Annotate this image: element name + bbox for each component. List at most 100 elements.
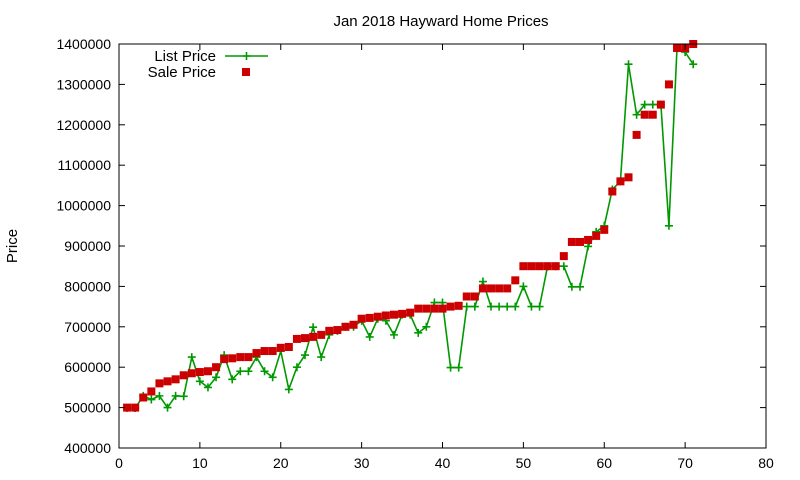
y-tick-label: 1300000: [56, 76, 111, 92]
list-price-point: [309, 323, 318, 332]
list-price-point: [236, 367, 245, 376]
list-price-point: [664, 221, 673, 230]
sale-price-point: [179, 371, 188, 380]
y-tick-label: 700000: [64, 319, 111, 335]
legend-marker-list-price: [242, 52, 251, 60]
list-price-point: [503, 302, 512, 311]
y-tick-label: 1100000: [58, 157, 112, 173]
sale-price-point: [503, 284, 512, 293]
sale-price-point: [365, 313, 374, 322]
list-price-point: [575, 282, 584, 291]
sale-price-point: [349, 320, 358, 329]
sale-price-point: [228, 354, 237, 363]
sale-price-point: [131, 403, 140, 412]
sale-price-point: [527, 262, 536, 271]
list-price-point: [228, 375, 237, 384]
sale-price-point: [656, 100, 665, 109]
y-tick-label: 800000: [64, 278, 111, 294]
sale-price-point: [559, 252, 568, 261]
y-tick-label: 400000: [64, 440, 111, 456]
list-price-point: [632, 110, 641, 119]
sale-price-point: [592, 231, 601, 240]
legend-label-list-price: List Price: [154, 48, 216, 65]
x-tick-label: 70: [677, 455, 693, 471]
sale-price-point: [341, 322, 350, 331]
list-price-point: [511, 302, 520, 311]
sale-price-point: [123, 403, 132, 412]
legend-swatch-sale-price: [242, 68, 250, 76]
sale-price-point: [495, 284, 504, 293]
x-tick-label: 80: [758, 455, 774, 471]
list-price-point: [155, 391, 164, 400]
x-tick-label: 30: [354, 455, 370, 471]
list-price-point: [470, 302, 479, 311]
sale-price-point: [535, 262, 544, 271]
list-price-point: [487, 302, 496, 311]
y-tick-label: 1000000: [56, 198, 111, 214]
sale-price-point: [333, 326, 342, 335]
sale-price-point: [422, 304, 431, 313]
axes: 0 10 20 30 40 50 60 70 80 400000 500000 600000 70000…: [56, 36, 774, 471]
sale-price-point: [584, 235, 593, 244]
sale-price-point: [632, 130, 641, 139]
sale-price-point: [673, 44, 682, 53]
sale-price-point: [292, 334, 301, 343]
list-price-point: [462, 302, 471, 311]
list-price-point: [559, 262, 568, 271]
sale-price-point: [543, 262, 552, 271]
sale-price-point: [276, 343, 285, 352]
list-price-point: [689, 60, 698, 69]
list-price-point: [422, 322, 431, 331]
sale-price-point: [551, 262, 560, 271]
list-price-point: [301, 351, 310, 360]
sale-price-point: [446, 302, 455, 311]
sale-price-point: [203, 367, 212, 376]
list-price-point: [527, 302, 536, 311]
list-price-point: [535, 302, 544, 311]
list-price-point: [244, 367, 253, 376]
sale-price-point: [252, 349, 261, 358]
list-price-point: [163, 403, 172, 412]
sale-price-point: [519, 262, 528, 271]
legend-label-sale-price: Sale Price: [148, 64, 216, 81]
x-tick-label: 0: [115, 455, 123, 471]
list-price-point: [648, 100, 657, 109]
sale-price-point: [212, 363, 221, 372]
list-price-point: [260, 367, 269, 376]
sale-price-point: [648, 110, 657, 119]
sale-price-point: [317, 330, 326, 339]
y-tick-label: 600000: [64, 359, 111, 375]
list-price-point: [171, 391, 180, 400]
y-tick-label: 1400000: [56, 36, 111, 52]
sale-price-point: [567, 237, 576, 246]
y-tick-label: 500000: [64, 400, 111, 416]
list-price-point: [640, 100, 649, 109]
sale-price-point: [406, 308, 415, 317]
sale-price-point: [244, 353, 253, 362]
sale-price-point: [268, 347, 277, 356]
sale-price-point: [616, 177, 625, 186]
sale-price-point: [309, 332, 318, 341]
list-price-point: [284, 385, 293, 394]
y-tick-label: 900000: [64, 238, 111, 254]
sale-price-point: [389, 310, 398, 319]
sale-price-point: [284, 343, 293, 351]
x-tick-label: 60: [596, 455, 612, 471]
sale-price-point: [454, 301, 463, 310]
sale-price-point: [171, 375, 180, 384]
sale-price-point: [624, 173, 633, 182]
sale-price-point: [608, 187, 617, 196]
sale-price-point: [187, 369, 196, 378]
sale-price-point: [462, 292, 471, 301]
sale-price-point: [398, 309, 407, 318]
sale-price-point: [470, 292, 479, 301]
x-tick-label: 10: [192, 455, 208, 471]
sale-price-point: [430, 304, 439, 313]
sale-price-point: [236, 353, 245, 362]
sale-price-point: [373, 312, 382, 321]
sale-price-point: [438, 304, 447, 313]
y-axis-label: Price: [4, 229, 21, 263]
list-price-point: [203, 383, 212, 392]
sale-price-point: [640, 110, 649, 119]
